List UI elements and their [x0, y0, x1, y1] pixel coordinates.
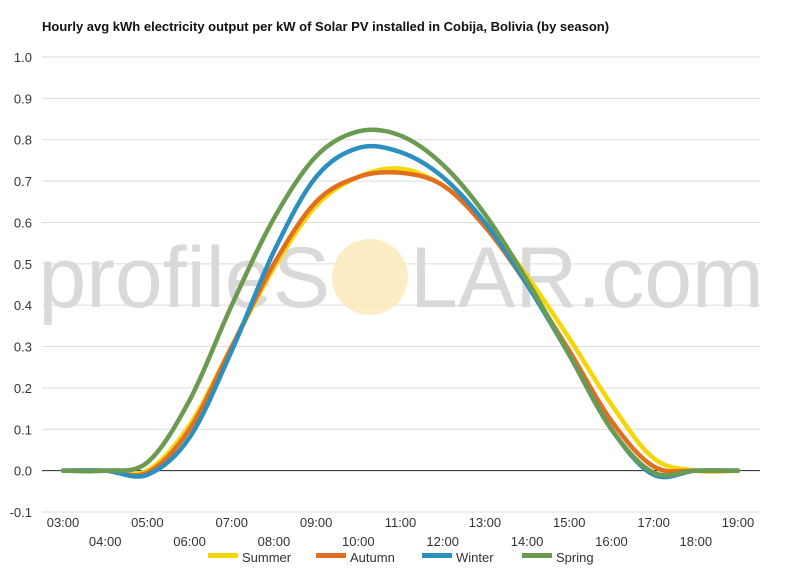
- y-tick-label: 0.8: [14, 133, 32, 148]
- y-tick-label: 0.7: [14, 174, 32, 189]
- y-tick-label: 0.6: [14, 215, 32, 230]
- y-tick-label: 0.0: [14, 464, 32, 479]
- y-tick-label: 0.9: [14, 91, 32, 106]
- watermark-sun-icon: [332, 239, 408, 315]
- y-tick-label: 1.0: [14, 50, 32, 65]
- legend-label-spring: Spring: [556, 550, 594, 565]
- legend-label-autumn: Autumn: [350, 550, 395, 565]
- x-tick-label: 07:00: [215, 515, 248, 530]
- series-line-autumn: [60, 169, 741, 478]
- x-tick-label: 18:00: [680, 534, 713, 549]
- x-tick-label: 19:00: [722, 515, 755, 530]
- y-tick-label: 0.5: [14, 257, 32, 272]
- y-tick-label: 0.1: [14, 422, 32, 437]
- watermark-text-right: LAR.com: [410, 230, 764, 326]
- x-tick-label: 12:00: [426, 534, 459, 549]
- series-line-spring: [60, 127, 741, 478]
- x-tick-label: 16:00: [595, 534, 628, 549]
- legend-label-winter: Winter: [456, 550, 494, 565]
- legend-swatch-spring: [522, 553, 552, 558]
- legend-swatch-summer: [208, 553, 238, 558]
- x-tick-label: 09:00: [300, 515, 333, 530]
- x-tick-label: 13:00: [469, 515, 502, 530]
- x-tick-label: 03:00: [47, 515, 80, 530]
- y-tick-label: -0.1: [10, 505, 32, 520]
- chart-title: Hourly avg kWh electricity output per kW…: [42, 19, 610, 34]
- x-tick-label: 04:00: [89, 534, 122, 549]
- y-tick-label: 0.4: [14, 298, 32, 313]
- legend-swatch-autumn: [316, 553, 346, 558]
- legend-label-summer: Summer: [242, 550, 292, 565]
- x-tick-label: 05:00: [131, 515, 164, 530]
- x-tick-label: 06:00: [173, 534, 206, 549]
- y-tick-label: 0.3: [14, 340, 32, 355]
- x-tick-label: 08:00: [258, 534, 291, 549]
- x-tick-label: 15:00: [553, 515, 586, 530]
- x-tick-label: 10:00: [342, 534, 375, 549]
- y-tick-label: 0.2: [14, 381, 32, 396]
- x-tick-label: 11:00: [385, 515, 417, 530]
- series-line-summer: [60, 166, 741, 477]
- x-tick-label: 14:00: [511, 534, 544, 549]
- watermark-text-left: profileS: [38, 230, 330, 326]
- x-tick-label: 17:00: [637, 515, 670, 530]
- legend-swatch-winter: [422, 553, 452, 558]
